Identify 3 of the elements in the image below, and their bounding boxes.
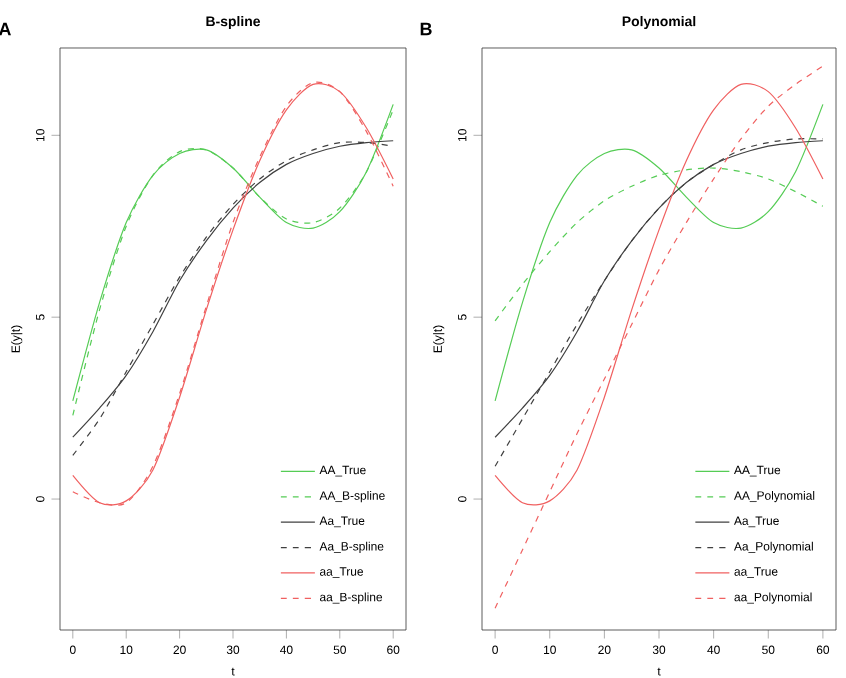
text: B (420, 22, 432, 36)
line-series (494, 103, 824, 402)
line-series (494, 65, 824, 609)
